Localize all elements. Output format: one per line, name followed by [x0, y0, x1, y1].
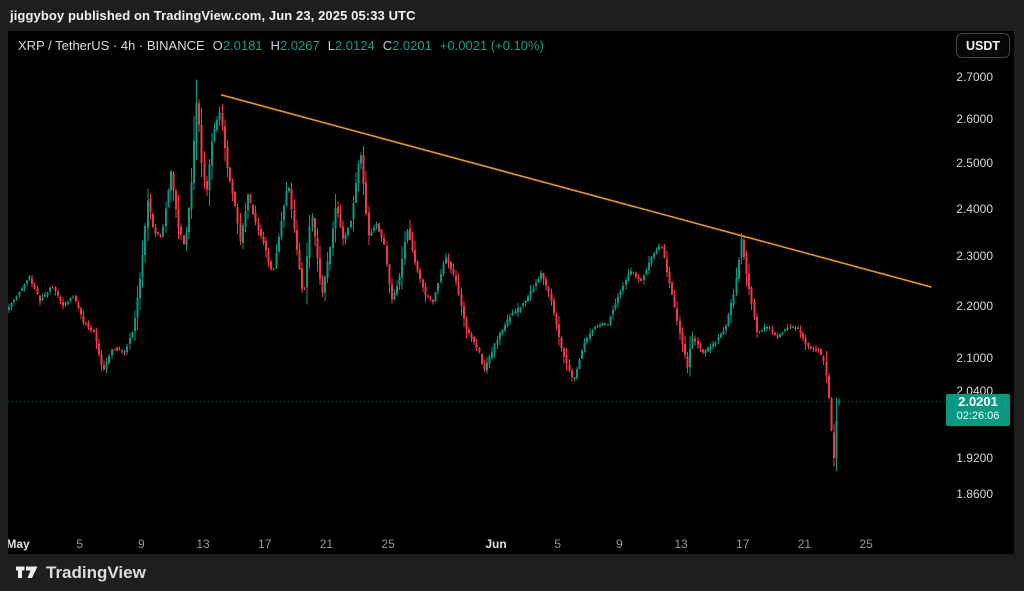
time-tick-label: 13 [196, 537, 210, 551]
time-tick-label: 17 [736, 537, 750, 551]
price-tick-label: 2.2000 [956, 299, 993, 314]
ohlc-label: L [327, 38, 335, 53]
current-price-value: 2.0201 [958, 393, 998, 409]
time-tick-label: 17 [258, 537, 272, 551]
price-tick-label: 2.3000 [956, 249, 993, 264]
ohlc-value: 2.0267 [279, 38, 320, 53]
time-tick-label: 25 [859, 537, 873, 551]
candles-layer [8, 79, 841, 472]
time-tick-label: 21 [319, 537, 334, 551]
ohlc-label: H [270, 38, 280, 53]
ohlc-label: O [212, 38, 223, 53]
brand-text[interactable]: TradingView [46, 562, 146, 582]
ohlc-value: 2.0124 [334, 38, 375, 53]
ohlc-value: 2.0201 [392, 38, 432, 53]
price-tick-label: 1.9200 [956, 451, 993, 466]
bar-countdown: 02:26:06 [956, 409, 1000, 422]
attribution-bar: jiggyboy published on TradingView.com, J… [0, 0, 1024, 31]
symbol-ohlc-header: XRP / TetherUS · 4h · BINANCE O2.0181 H2.0… [18, 38, 544, 53]
currency-toggle-button[interactable]: USDT [956, 33, 1010, 58]
time-tick-month-label: Jun [485, 537, 507, 551]
ohlc-label: C [382, 38, 393, 53]
attribution-text: jiggyboy published on TradingView.com, J… [10, 8, 416, 23]
change-value: +0.0021 (+0.10%) [439, 38, 544, 53]
trendline-drawing[interactable] [220, 94, 932, 288]
time-tick-label: 9 [616, 537, 623, 551]
candlestick-chart[interactable] [8, 31, 1014, 554]
time-tick-month-label: May [8, 537, 30, 551]
price-tick-label: 2.1000 [956, 351, 993, 366]
price-tick-label: 2.6000 [956, 112, 993, 127]
price-tick-label: 2.4000 [956, 201, 993, 216]
time-tick-label: 9 [138, 537, 145, 551]
time-tick-label: 5 [554, 537, 562, 551]
brand-bar: TradingView [0, 554, 1024, 591]
chart-panel[interactable]: XRP / TetherUS · 4h · BINANCE O2.0181 H2.0… [8, 31, 1014, 554]
time-tick-label: 25 [381, 537, 395, 551]
ohlc-values: O2.0181 H2.0267 L2.0124 C2.0201 [205, 38, 432, 53]
time-tick-label: 13 [674, 537, 688, 551]
time-tick-label: 5 [76, 537, 84, 551]
symbol-title[interactable]: XRP / TetherUS · 4h · BINANCE [18, 38, 205, 53]
tradingview-logo-icon[interactable] [16, 565, 38, 580]
current-price-badge: 2.0201 02:26:06 [946, 393, 1010, 426]
time-tick-label: 21 [797, 537, 812, 551]
price-tick-label: 2.5000 [956, 156, 993, 171]
price-tick-label: 2.7000 [956, 70, 993, 84]
ohlc-value: 2.0181 [222, 38, 263, 53]
price-tick-label: 1.8600 [956, 486, 993, 501]
